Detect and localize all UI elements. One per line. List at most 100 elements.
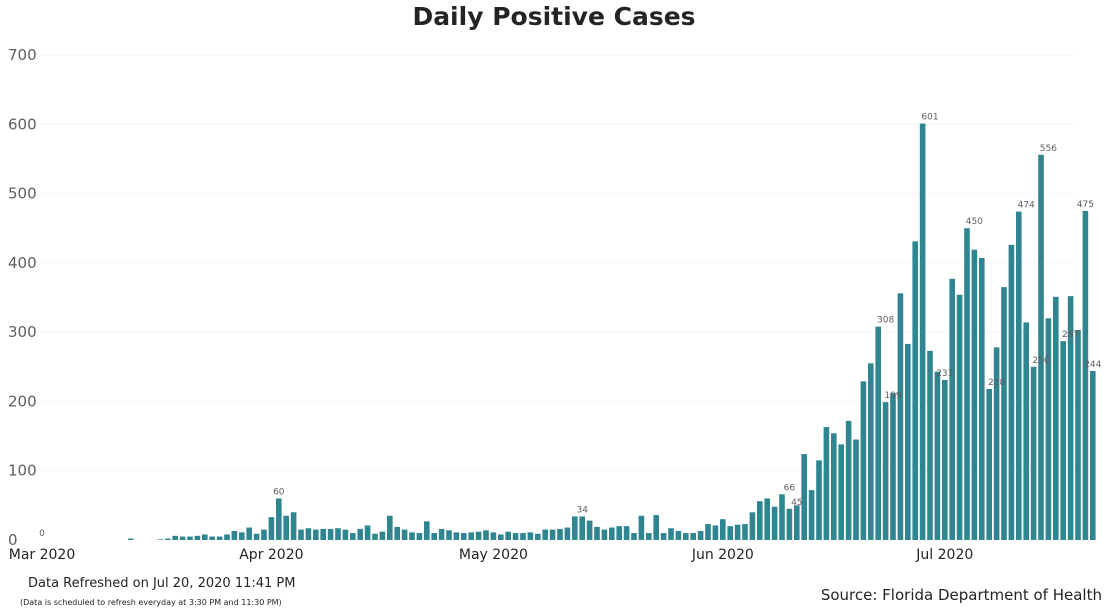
bar[interactable] xyxy=(490,532,497,540)
bar[interactable] xyxy=(216,536,223,540)
bar[interactable] xyxy=(882,402,889,540)
bar[interactable] xyxy=(298,529,304,540)
bar[interactable] xyxy=(609,527,615,540)
bar[interactable] xyxy=(868,363,874,540)
bar[interactable] xyxy=(313,529,319,540)
bar[interactable] xyxy=(564,527,571,540)
bar[interactable] xyxy=(668,528,674,540)
bar[interactable] xyxy=(786,508,793,540)
bar[interactable] xyxy=(416,533,423,540)
bar[interactable] xyxy=(683,533,689,540)
bar[interactable] xyxy=(253,533,260,540)
bar[interactable] xyxy=(1008,244,1015,540)
bar[interactable] xyxy=(268,517,275,540)
bar[interactable] xyxy=(1016,211,1022,540)
bar[interactable] xyxy=(912,241,918,540)
bar[interactable] xyxy=(305,528,312,540)
bar[interactable] xyxy=(202,534,208,540)
bar[interactable] xyxy=(712,525,719,540)
bar[interactable] xyxy=(520,533,526,540)
bar[interactable] xyxy=(845,420,852,540)
bar[interactable] xyxy=(165,538,171,540)
bar[interactable] xyxy=(1001,287,1007,540)
bar[interactable] xyxy=(1060,341,1066,540)
bar[interactable] xyxy=(690,533,696,540)
bar[interactable] xyxy=(942,379,948,540)
bar[interactable] xyxy=(986,388,992,540)
bar[interactable] xyxy=(335,528,341,540)
bar[interactable] xyxy=(379,531,386,540)
bar[interactable] xyxy=(483,530,489,540)
bar[interactable] xyxy=(194,535,201,540)
bar[interactable] xyxy=(468,532,474,540)
bar[interactable] xyxy=(1053,296,1059,540)
bar[interactable] xyxy=(875,326,881,540)
bar[interactable] xyxy=(586,520,593,540)
bar[interactable] xyxy=(187,536,193,540)
bar[interactable] xyxy=(364,525,371,540)
bar[interactable] xyxy=(905,343,911,540)
bar[interactable] xyxy=(1023,322,1029,540)
bar[interactable] xyxy=(357,528,363,540)
bar[interactable] xyxy=(424,521,430,540)
bar[interactable] xyxy=(956,294,963,540)
bar[interactable] xyxy=(697,530,704,540)
bar[interactable] xyxy=(239,532,245,540)
bar[interactable] xyxy=(475,531,482,540)
bar[interactable] xyxy=(446,530,452,540)
bar[interactable] xyxy=(927,350,933,540)
bar[interactable] xyxy=(964,228,970,540)
bar[interactable] xyxy=(246,527,252,540)
bar[interactable] xyxy=(261,529,267,540)
bar[interactable] xyxy=(771,506,778,540)
bar[interactable] xyxy=(749,512,756,540)
bar[interactable] xyxy=(542,529,548,540)
bar[interactable] xyxy=(320,528,326,540)
bar[interactable] xyxy=(993,347,1000,540)
bar[interactable] xyxy=(757,501,763,540)
bar[interactable] xyxy=(1082,210,1089,540)
bar[interactable] xyxy=(801,454,807,540)
bar[interactable] xyxy=(794,505,800,540)
bar[interactable] xyxy=(209,536,215,540)
bar[interactable] xyxy=(438,528,445,540)
bar[interactable] xyxy=(623,526,630,540)
bar[interactable] xyxy=(934,371,941,540)
bar[interactable] xyxy=(897,293,904,540)
bar[interactable] xyxy=(579,516,585,540)
bar[interactable] xyxy=(808,490,815,540)
bar[interactable] xyxy=(638,515,645,540)
bar[interactable] xyxy=(979,258,985,540)
bar[interactable] xyxy=(157,539,164,540)
bar[interactable] xyxy=(527,532,534,540)
bar[interactable] xyxy=(387,515,393,540)
bar[interactable] xyxy=(660,533,667,540)
bar[interactable] xyxy=(283,515,289,540)
bar[interactable] xyxy=(179,536,186,540)
bar[interactable] xyxy=(734,524,741,540)
bar[interactable] xyxy=(831,433,837,540)
bar[interactable] xyxy=(890,393,896,540)
bar[interactable] xyxy=(394,526,400,540)
bar[interactable] xyxy=(1067,296,1074,540)
bar[interactable] xyxy=(461,533,467,540)
bar[interactable] xyxy=(372,533,378,540)
bar[interactable] xyxy=(172,535,178,540)
bar[interactable] xyxy=(231,530,238,540)
bar[interactable] xyxy=(720,519,726,540)
bar[interactable] xyxy=(853,439,859,540)
bar[interactable] xyxy=(453,532,460,540)
bar[interactable] xyxy=(290,512,297,540)
bar[interactable] xyxy=(838,444,844,540)
bar[interactable] xyxy=(1090,370,1096,540)
bar[interactable] xyxy=(779,494,785,540)
bar[interactable] xyxy=(675,530,682,540)
bar[interactable] xyxy=(1075,330,1081,540)
bar[interactable] xyxy=(1045,318,1052,540)
bar[interactable] xyxy=(342,529,349,540)
bar[interactable] xyxy=(601,529,608,540)
bar[interactable] xyxy=(816,460,822,540)
bar[interactable] xyxy=(653,515,659,540)
bar[interactable] xyxy=(594,526,600,540)
bar[interactable] xyxy=(631,533,637,540)
